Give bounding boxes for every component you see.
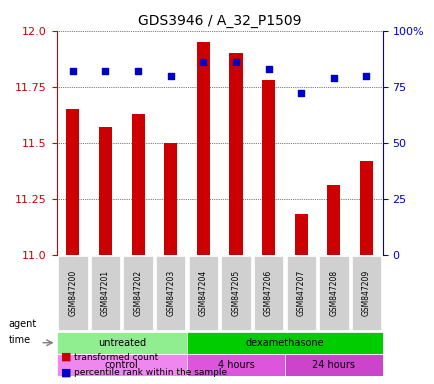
Text: GSM847203: GSM847203 [166,270,175,316]
FancyBboxPatch shape [91,256,120,330]
Text: GSM847205: GSM847205 [231,270,240,316]
Text: ■: ■ [61,352,71,362]
Point [330,74,337,81]
FancyBboxPatch shape [351,256,380,330]
Text: transformed count: transformed count [74,353,158,362]
Point [69,68,76,74]
Text: untreated: untreated [98,338,145,348]
Text: percentile rank within the sample: percentile rank within the sample [74,368,227,377]
Bar [99,127,112,255]
Point [362,73,369,79]
Bar [229,53,242,255]
Bar [131,114,144,255]
Bar [56,331,187,354]
Text: GSM847204: GSM847204 [198,270,207,316]
Bar [196,42,210,255]
Bar [56,354,187,376]
Text: control: control [105,360,138,370]
Bar [359,161,372,255]
FancyBboxPatch shape [253,256,283,330]
Text: time: time [9,335,31,345]
FancyBboxPatch shape [58,256,87,330]
Point [297,90,304,96]
Text: GSM847201: GSM847201 [101,270,110,316]
Text: ■: ■ [61,367,71,377]
FancyBboxPatch shape [123,256,152,330]
Bar [187,354,284,376]
Bar [164,143,177,255]
Bar [284,354,382,376]
Text: GSM847206: GSM847206 [263,270,273,316]
Text: 4 hours: 4 hours [217,360,254,370]
Point [102,68,108,74]
Text: 24 hours: 24 hours [312,360,355,370]
Title: GDS3946 / A_32_P1509: GDS3946 / A_32_P1509 [138,14,301,28]
Bar [261,80,275,255]
Text: GSM847207: GSM847207 [296,270,305,316]
Text: GSM847209: GSM847209 [361,270,370,316]
Point [167,73,174,79]
Text: GSM847208: GSM847208 [329,270,338,316]
Text: dexamethasone: dexamethasone [245,338,323,348]
FancyBboxPatch shape [188,256,217,330]
Bar [66,109,79,255]
Bar [326,185,339,255]
Bar [294,214,307,255]
Text: GSM847200: GSM847200 [68,270,77,316]
Point [232,59,239,65]
Point [135,68,141,74]
FancyBboxPatch shape [156,256,185,330]
Point [265,66,272,72]
FancyBboxPatch shape [319,256,348,330]
FancyBboxPatch shape [286,256,315,330]
Point [199,59,207,65]
Text: GSM847202: GSM847202 [133,270,142,316]
Text: agent: agent [9,319,37,329]
Bar [187,331,382,354]
FancyBboxPatch shape [221,256,250,330]
